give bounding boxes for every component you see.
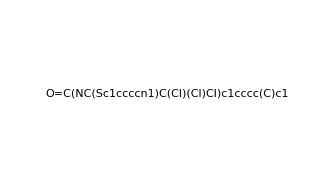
Text: O=C(NC(Sc1ccccn1)C(Cl)(Cl)Cl)c1cccc(C)c1: O=C(NC(Sc1ccccn1)C(Cl)(Cl)Cl)c1cccc(C)c1: [46, 89, 289, 99]
